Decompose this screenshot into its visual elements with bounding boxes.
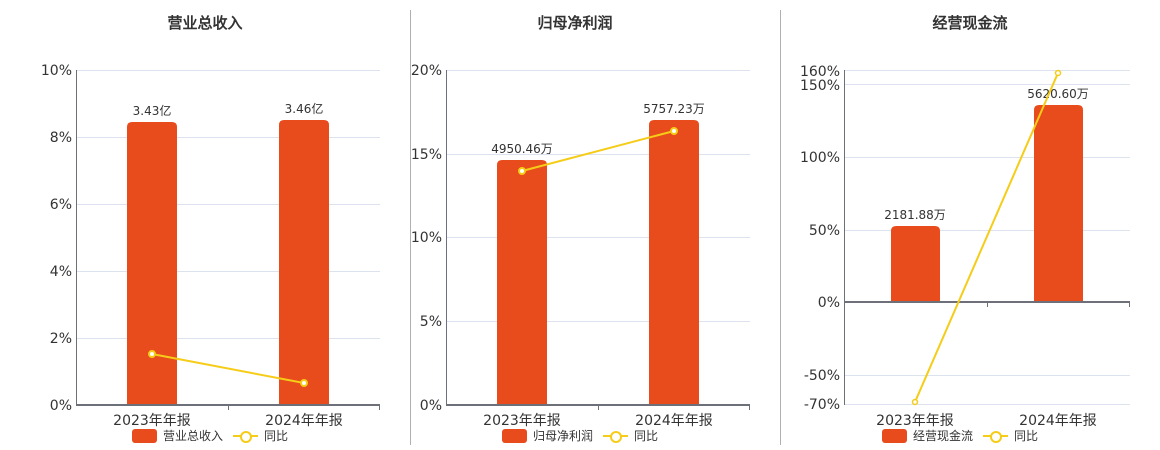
svg-text:8%: 8% [50, 130, 72, 146]
chart-legend: 营业总收入 同比 [132, 427, 288, 444]
svg-text:2%: 2% [50, 331, 72, 347]
svg-text:15%: 15% [411, 147, 442, 163]
svg-text:10%: 10% [411, 230, 442, 246]
svg-text:2024年年报: 2024年年报 [635, 413, 713, 429]
svg-text:10%: 10% [41, 63, 72, 79]
svg-text:5757.23万: 5757.23万 [643, 102, 705, 116]
svg-text:0%: 0% [50, 398, 72, 414]
chart-legend: 经营现金流 同比 [882, 427, 1038, 444]
svg-text:2024年年报: 2024年年报 [1019, 413, 1097, 429]
y-axis-labels: 160% 150% 100% 50% 0% -50% -70% [800, 64, 840, 413]
x-axis-labels: 2023年年报 2024年年报 [483, 413, 713, 429]
svg-text:150%: 150% [800, 78, 840, 94]
bars [127, 120, 329, 405]
svg-text:5620.60万: 5620.60万 [1027, 87, 1089, 101]
bar-value-labels: 2181.88万 5620.60万 [884, 87, 1089, 222]
svg-text:-70%: -70% [804, 397, 840, 413]
bar-legend-swatch[interactable] [502, 428, 527, 443]
svg-text:50%: 50% [809, 223, 840, 239]
yoy-line [911, 69, 1062, 406]
bar-2023[interactable] [891, 226, 940, 302]
bar-legend-swatch[interactable] [882, 428, 907, 443]
bar-legend-label[interactable]: 营业总收入 [163, 429, 224, 443]
chart-panel-net-profit: 归母净利润 20% 15% 10% 5% 0% 4950.46万 5757.23… [370, 0, 780, 450]
bar-2023[interactable] [127, 122, 177, 405]
chart-panel-operating-cash-flow: 经营现金流 160% 150% 100% 50% 0% -50% -70% 21… [780, 0, 1160, 450]
bar-2023[interactable] [497, 160, 547, 405]
svg-text:6%: 6% [50, 197, 72, 213]
panel-divider [410, 10, 411, 445]
yoy-point[interactable] [148, 350, 156, 358]
svg-text:0%: 0% [420, 398, 442, 414]
bar-2024[interactable] [1034, 105, 1083, 302]
bar-legend-swatch[interactable] [132, 428, 157, 443]
yoy-point[interactable] [300, 379, 308, 387]
svg-text:100%: 100% [800, 150, 840, 166]
grid-lines [76, 70, 380, 339]
svg-text:0%: 0% [818, 295, 840, 311]
line-legend-label[interactable]: 同比 [634, 429, 659, 443]
svg-text:3.46亿: 3.46亿 [285, 101, 324, 116]
svg-text:3.43亿: 3.43亿 [133, 103, 172, 118]
x-axis-labels: 2023年年报 2024年年报 [113, 413, 343, 429]
svg-text:4%: 4% [50, 264, 72, 280]
yoy-line [518, 127, 678, 175]
yoy-point[interactable] [670, 127, 678, 135]
svg-text:20%: 20% [411, 63, 442, 79]
grid-lines [446, 70, 750, 322]
svg-text:2181.88万: 2181.88万 [884, 208, 946, 222]
cash-flow-chart: 160% 150% 100% 50% 0% -50% -70% 2181.88万… [800, 64, 1130, 429]
bar-legend-label[interactable]: 归母净利润 [533, 429, 594, 443]
bar-value-labels: 3.43亿 3.46亿 [133, 101, 324, 118]
bar-2024[interactable] [649, 120, 699, 405]
chart-legend: 归母净利润 同比 [502, 427, 658, 444]
svg-text:2023年年报: 2023年年报 [113, 413, 191, 429]
line-legend-label[interactable]: 同比 [1014, 429, 1039, 443]
revenue-chart: 10% 8% 6% 4% 2% 0% 3.43亿 3.46亿 2023年年报 2… [41, 63, 380, 429]
x-axis-labels: 2023年年报 2024年年报 [876, 413, 1097, 429]
svg-text:160%: 160% [800, 64, 840, 80]
svg-text:2023年年报: 2023年年报 [876, 413, 954, 429]
chart-title: 归母净利润 [537, 14, 613, 32]
line-legend-icon[interactable] [233, 429, 259, 443]
chart-panel-revenue: 营业总收入 10% 8% 6% 4% 2% 0% 3.43亿 3.46亿 [0, 0, 410, 450]
line-legend-icon[interactable] [603, 429, 629, 443]
bar-legend-label[interactable]: 经营现金流 [913, 429, 974, 443]
svg-text:-50%: -50% [804, 368, 840, 384]
yoy-point[interactable] [1054, 69, 1062, 77]
chart-title: 经营现金流 [932, 14, 1008, 32]
svg-text:2024年年报: 2024年年报 [265, 413, 343, 429]
bars [497, 120, 699, 405]
bars [891, 105, 1083, 302]
yoy-point[interactable] [518, 167, 526, 175]
line-legend-icon[interactable] [983, 429, 1009, 443]
bar-value-labels: 4950.46万 5757.23万 [491, 102, 705, 156]
yoy-line [148, 350, 308, 387]
line-legend-label[interactable]: 同比 [264, 429, 289, 443]
net-profit-chart: 20% 15% 10% 5% 0% 4950.46万 5757.23万 2023… [411, 63, 750, 429]
y-axis-labels: 20% 15% 10% 5% 0% [411, 63, 442, 414]
svg-text:2023年年报: 2023年年报 [483, 413, 561, 429]
svg-text:5%: 5% [420, 314, 442, 330]
yoy-point[interactable] [911, 398, 919, 406]
bar-2024[interactable] [279, 120, 329, 405]
y-axis-labels: 10% 8% 6% 4% 2% 0% [41, 63, 72, 414]
panel-divider [780, 10, 781, 445]
svg-text:4950.46万: 4950.46万 [491, 142, 553, 156]
chart-title: 营业总收入 [167, 14, 243, 32]
